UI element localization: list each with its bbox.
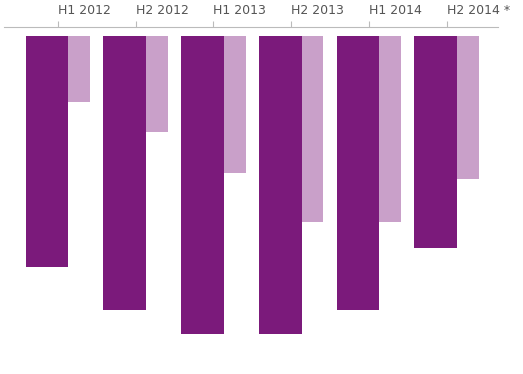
Bar bbox=[436, 36, 479, 179]
Bar bbox=[336, 36, 379, 310]
Bar bbox=[47, 36, 90, 102]
Bar bbox=[280, 36, 323, 222]
Bar bbox=[203, 36, 246, 174]
Bar bbox=[26, 36, 69, 267]
Bar bbox=[181, 36, 224, 334]
Bar bbox=[414, 36, 457, 248]
Bar bbox=[125, 36, 168, 132]
Bar bbox=[358, 36, 401, 222]
Bar bbox=[103, 36, 146, 310]
Bar bbox=[259, 36, 302, 334]
